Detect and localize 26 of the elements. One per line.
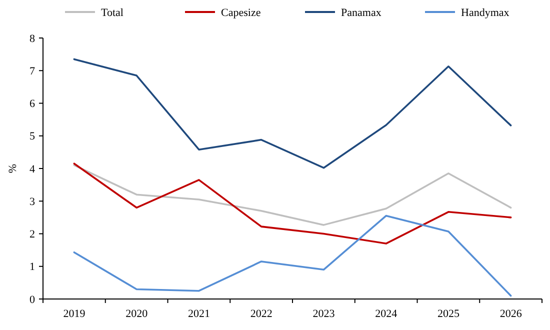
x-tick-label: 2019: [63, 308, 86, 320]
y-tick-label: 6: [30, 98, 36, 110]
line-series: [73, 162, 512, 244]
y-tick-label: 7: [30, 65, 36, 78]
x-tick-label: 2025: [437, 308, 460, 320]
y-tick-label: 5: [30, 130, 36, 143]
legend-label: Panamax: [341, 6, 382, 19]
x-tick-label: 2022: [250, 308, 272, 320]
x-tick-label: 2024: [375, 308, 398, 320]
y-tick-label: 4: [30, 163, 36, 176]
y-axis-title: %: [7, 164, 19, 174]
y-tick-label: 1: [30, 261, 35, 274]
legend-label: Total: [101, 6, 124, 19]
y-tick-label: 2: [30, 228, 35, 241]
line-series: [73, 214, 512, 297]
y-tick-label: 0: [30, 294, 36, 306]
x-tick-label: 2020: [126, 308, 148, 320]
line-series: [73, 164, 512, 226]
y-tick-label: 3: [30, 196, 36, 208]
legend-label: Handymax: [461, 6, 510, 19]
x-tick-label: 2021: [188, 308, 210, 320]
x-tick-label: 2026: [500, 308, 522, 320]
y-tick-label: 8: [30, 32, 36, 45]
legend-label: Capesize: [221, 6, 261, 19]
line-series: [73, 58, 512, 169]
x-tick-label: 2023: [312, 308, 336, 320]
